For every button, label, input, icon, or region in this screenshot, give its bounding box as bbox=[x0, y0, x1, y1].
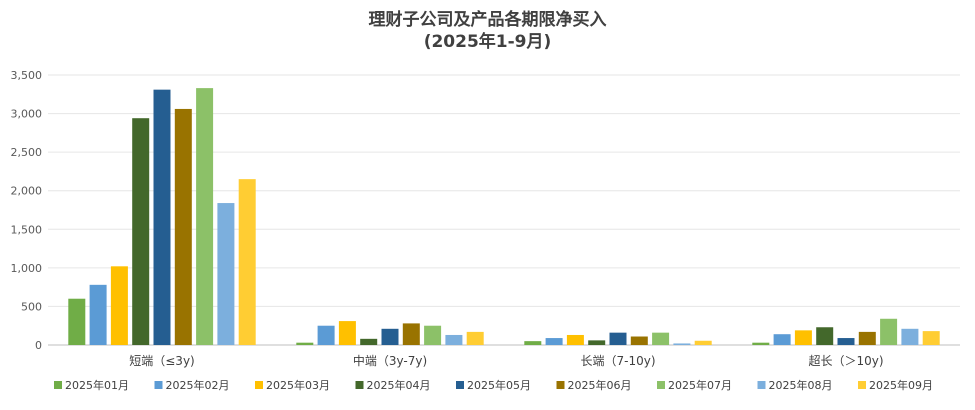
bar bbox=[466, 331, 484, 345]
chart-title: 理财子公司及产品各期限净买入 (2025年1-9月) bbox=[0, 9, 975, 53]
legend-label: 2025年08月 bbox=[769, 378, 833, 392]
bar bbox=[153, 89, 171, 346]
legend-swatch bbox=[154, 381, 163, 389]
legend-swatch bbox=[255, 381, 263, 389]
y-tick-label: 1,500 bbox=[11, 223, 43, 236]
bar bbox=[402, 323, 420, 345]
x-category-label: 超长（＞10y) bbox=[808, 353, 883, 368]
y-tick-label: 0 bbox=[35, 339, 42, 352]
legend-label: 2025年04月 bbox=[367, 378, 431, 392]
chart-title-line1: 理财子公司及产品各期限净买入 bbox=[368, 10, 607, 30]
bar bbox=[424, 325, 442, 345]
legend-label: 2025年09月 bbox=[869, 378, 933, 392]
bar bbox=[89, 284, 107, 345]
x-category-label: 短端（≤3y) bbox=[129, 354, 194, 368]
x-category-label: 中端（3y-7y) bbox=[353, 353, 427, 368]
bar bbox=[217, 203, 235, 345]
bar bbox=[816, 327, 834, 345]
bar bbox=[296, 342, 314, 345]
bar bbox=[694, 340, 712, 345]
y-tick-label: 2,000 bbox=[11, 185, 43, 198]
bar bbox=[174, 108, 192, 345]
legend-label: 2025年01月 bbox=[65, 378, 129, 392]
bar bbox=[858, 331, 876, 345]
legend-label: 2025年02月 bbox=[166, 378, 230, 392]
legend-label: 2025年03月 bbox=[266, 378, 330, 392]
bar bbox=[880, 318, 898, 345]
legend-swatch bbox=[757, 381, 766, 389]
bar bbox=[196, 88, 214, 345]
bar bbox=[545, 338, 563, 345]
y-tick-label: 2,500 bbox=[11, 146, 43, 159]
bar bbox=[566, 334, 584, 345]
legend-swatch bbox=[556, 381, 565, 389]
bar bbox=[338, 321, 356, 345]
legend-swatch bbox=[657, 381, 665, 389]
chart-title-line2: (2025年1-9月) bbox=[423, 32, 552, 52]
bar bbox=[673, 343, 691, 345]
legend-swatch bbox=[456, 381, 464, 389]
y-tick-label: 500 bbox=[21, 300, 42, 313]
bar bbox=[132, 118, 150, 345]
legend-swatch bbox=[858, 381, 866, 389]
bar bbox=[238, 179, 256, 345]
bar bbox=[445, 334, 463, 345]
bar bbox=[794, 330, 812, 345]
y-tick-label: 3,500 bbox=[11, 69, 43, 82]
legend-swatch bbox=[355, 381, 364, 389]
bar bbox=[317, 325, 335, 345]
bar bbox=[773, 334, 791, 345]
legend-label: 2025年05月 bbox=[467, 378, 531, 392]
bar bbox=[652, 332, 670, 345]
bar bbox=[630, 336, 648, 345]
y-tick-label: 1,000 bbox=[11, 262, 43, 275]
bar bbox=[901, 328, 919, 345]
bar bbox=[588, 340, 606, 345]
bar bbox=[752, 342, 770, 345]
bar bbox=[837, 338, 855, 345]
legend-label: 2025年06月 bbox=[568, 378, 632, 392]
legend-swatch bbox=[54, 381, 62, 389]
bar bbox=[609, 332, 627, 345]
legend-label: 2025年07月 bbox=[668, 378, 732, 392]
bar bbox=[524, 341, 542, 345]
bar bbox=[110, 266, 128, 345]
bar bbox=[381, 328, 399, 345]
bar bbox=[922, 331, 940, 345]
bar bbox=[360, 338, 378, 345]
x-category-label: 长端（7-10y) bbox=[580, 354, 655, 368]
y-tick-label: 3,000 bbox=[11, 108, 43, 121]
bar bbox=[68, 298, 86, 345]
